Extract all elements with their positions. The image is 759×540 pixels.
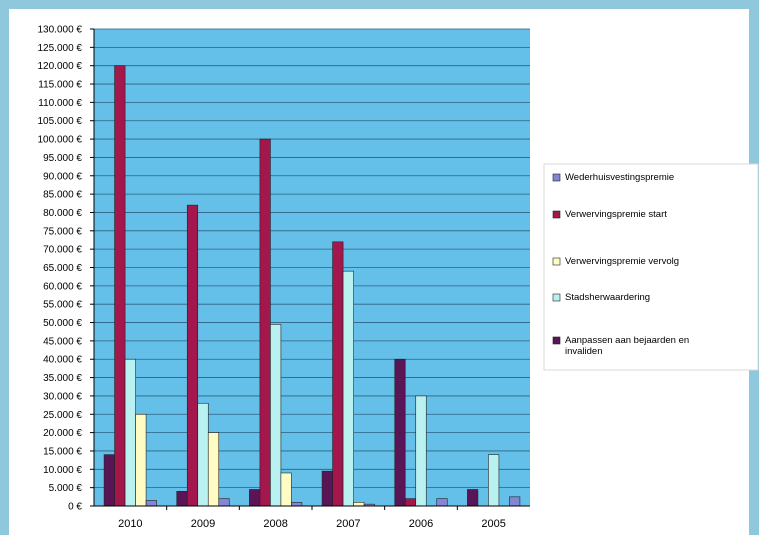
- bar-2010-verwervingspremie-start: [114, 65, 126, 507]
- bar-2008-aanpassen-aan-bejaarden-en-invaliden: [249, 489, 261, 507]
- legend-swatch: [552, 210, 561, 219]
- bar-2009-verwervingspremie-start: [186, 204, 199, 507]
- y-tick-label: 0 €: [68, 502, 82, 513]
- bar-2008-verwervingspremie-vervolg: [280, 472, 292, 507]
- bar-2009-wederhuisvestingspremie: [218, 498, 230, 507]
- legend-box: [543, 163, 759, 371]
- y-tick-label: 55.000 €: [43, 300, 82, 311]
- x-tick-label: 2009: [191, 518, 215, 530]
- y-tick-label: 95.000 €: [43, 153, 82, 164]
- bar-2008-wederhuisvestingspremie: [291, 502, 303, 507]
- legend-swatch: [552, 173, 561, 182]
- bar-2007-aanpassen-aan-bejaarden-en-invaliden: [321, 470, 333, 507]
- y-axis-ticks: 0 € 5.000 € 10.000 € 15.000 € 20.000 € 25.000…: [38, 25, 94, 513]
- y-tick-label: 10.000 €: [43, 465, 82, 476]
- bar-2007-verwervingspremie-start: [332, 241, 344, 507]
- bar-2010-verwervingspremie-vervolg: [135, 413, 147, 507]
- bar-2008-verwervingspremie-start: [259, 138, 271, 507]
- y-tick-label: 85.000 €: [43, 190, 82, 201]
- y-tick-label: 15.000 €: [43, 446, 82, 457]
- y-tick-label: 40.000 €: [43, 355, 82, 366]
- legend-swatch: [552, 257, 561, 266]
- y-tick-label: 30.000 €: [43, 391, 82, 402]
- y-tick-label: 130.000 €: [38, 25, 83, 36]
- x-tick-label: 2005: [481, 518, 505, 530]
- bar-2008-stadsherwaardering: [270, 324, 282, 507]
- legend-label: Aanpassen aan bejaarden en invaliden: [565, 335, 689, 357]
- y-tick-label: 20.000 €: [43, 428, 82, 439]
- bars: [103, 65, 521, 507]
- bar-2009-stadsherwaardering: [197, 402, 209, 507]
- y-tick-label: 50.000 €: [43, 318, 82, 329]
- bar-2006-wederhuisvestingspremie: [436, 498, 448, 507]
- y-tick-label: 5.000 €: [49, 483, 83, 494]
- bar-2005-stadsherwaardering: [488, 454, 500, 507]
- y-tick-label: 60.000 €: [43, 281, 82, 292]
- x-tick-label: 2010: [118, 518, 142, 530]
- bar-2010-stadsherwaardering: [124, 358, 136, 507]
- bar-2005-aanpassen-aan-bejaarden-en-invaliden: [467, 489, 479, 507]
- y-tick-label: 70.000 €: [43, 245, 82, 256]
- bar-2007-stadsherwaardering: [342, 270, 354, 507]
- y-tick-label: 125.000 €: [38, 43, 83, 54]
- y-tick-label: 75.000 €: [43, 226, 82, 237]
- legend-label: Stadsherwaardering: [565, 292, 650, 303]
- y-tick-label: 115.000 €: [38, 80, 82, 91]
- y-tick-label: 100.000 €: [38, 135, 83, 146]
- legend-label: Wederhuisvestingspremie: [565, 172, 674, 183]
- bar-2010-aanpassen-aan-bejaarden-en-invaliden: [103, 454, 115, 507]
- bar-2005-wederhuisvestingspremie: [509, 496, 521, 507]
- y-tick-label: 25.000 €: [43, 410, 82, 421]
- x-tick-label: 2008: [263, 518, 287, 530]
- bar-2009-verwervingspremie-vervolg: [207, 432, 220, 507]
- y-tick-label: 35.000 €: [43, 373, 82, 384]
- y-tick-label: 45.000 €: [43, 336, 82, 347]
- legend: Wederhuisvestingspremie Verwervingspremie…: [552, 172, 689, 357]
- y-tick-label: 110.000 €: [38, 98, 82, 109]
- y-tick-label: 90.000 €: [43, 171, 82, 182]
- bar-2006-verwervingspremie-start: [404, 498, 417, 507]
- bar-2006-stadsherwaardering: [415, 395, 427, 507]
- bar-2009-aanpassen-aan-bejaarden-en-invaliden: [176, 491, 188, 507]
- legend-label: Verwervingspremie start: [565, 209, 667, 220]
- x-tick-label: 2006: [409, 518, 433, 530]
- legend-swatch: [552, 293, 561, 302]
- legend-label: Verwervingspremie vervolg: [565, 256, 679, 267]
- bar-2010-wederhuisvestingspremie: [145, 500, 157, 507]
- bar-2007-verwervingspremie-vervolg: [353, 502, 365, 507]
- y-tick-label: 80.000 €: [43, 208, 82, 219]
- y-tick-label: 65.000 €: [43, 263, 82, 274]
- x-tick-label: 2007: [336, 518, 360, 530]
- legend-swatch: [552, 336, 561, 345]
- y-tick-label: 120.000 €: [38, 61, 83, 72]
- bar-2006-aanpassen-aan-bejaarden-en-invaliden: [394, 358, 406, 507]
- y-tick-label: 105.000 €: [38, 116, 83, 127]
- x-axis-ticks: 2010 2009 2008 2007 2006 2005: [118, 506, 506, 530]
- gridlines: [94, 28, 530, 489]
